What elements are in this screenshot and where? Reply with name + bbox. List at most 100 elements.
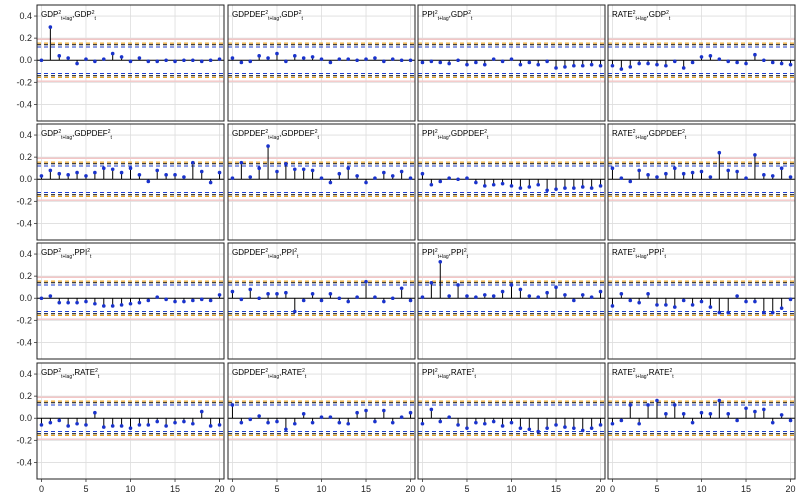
point-lag-11 bbox=[137, 300, 142, 305]
point-lag-14 bbox=[355, 58, 359, 63]
point-lag-7 bbox=[672, 403, 677, 407]
point-lag-5 bbox=[465, 426, 469, 430]
title-subscript-2: t bbox=[98, 374, 100, 380]
title-variable-1: GDPDEF bbox=[232, 368, 265, 377]
title-sup-1: 2 bbox=[633, 368, 636, 374]
point-lag-3 bbox=[257, 414, 261, 418]
y-tick-label: 0.4 bbox=[19, 249, 32, 259]
point-lag-4 bbox=[646, 61, 650, 66]
point-lag-4 bbox=[646, 173, 650, 177]
point-lag-7 bbox=[101, 57, 106, 61]
point-lag-6 bbox=[284, 59, 288, 64]
title-comma: , bbox=[449, 248, 451, 257]
point-lag-16 bbox=[563, 425, 567, 429]
point-lag-17 bbox=[191, 58, 195, 63]
point-lag-18 bbox=[199, 297, 204, 302]
title-variable-2: GDP bbox=[281, 10, 298, 19]
point-lag-19 bbox=[399, 58, 404, 63]
point-lag-1 bbox=[48, 25, 53, 29]
title-variable-1: PPI bbox=[422, 248, 435, 257]
title-sup-2: 2 bbox=[302, 368, 305, 374]
point-lag-15 bbox=[364, 408, 368, 413]
point-lag-7 bbox=[101, 425, 106, 429]
point-lag-17 bbox=[382, 408, 386, 413]
panel-title: RATE2t+lag,GDP2t bbox=[612, 10, 671, 22]
y-tick-label: 0.2 bbox=[19, 391, 32, 401]
point-lag-6 bbox=[664, 63, 668, 68]
point-lag-5 bbox=[84, 423, 88, 427]
point-lag-5 bbox=[275, 292, 279, 296]
panel-frame bbox=[417, 4, 606, 122]
point-lag-17 bbox=[762, 310, 766, 315]
y-tick-label: 0.2 bbox=[19, 271, 32, 281]
point-lag-15 bbox=[554, 187, 558, 191]
point-lag-16 bbox=[753, 409, 757, 414]
point-lag-13 bbox=[726, 412, 731, 416]
point-lag-13 bbox=[726, 310, 731, 315]
panel-title: GDP2t+lag,PPI2t bbox=[41, 248, 92, 260]
y-tick-label: 0.4 bbox=[19, 369, 32, 379]
point-lag-11 bbox=[137, 56, 142, 60]
panel-1: GDP2t+lag,GDP2t-0.4-0.20.00.20.4 bbox=[16, 4, 225, 122]
point-lag-2 bbox=[57, 54, 62, 58]
point-lag-6 bbox=[664, 171, 668, 176]
y-tick-label: 0.0 bbox=[19, 413, 32, 423]
point-lag-0 bbox=[420, 421, 425, 426]
point-lag-6 bbox=[284, 290, 288, 295]
point-lag-2 bbox=[57, 171, 62, 176]
point-lag-3 bbox=[637, 61, 641, 66]
point-lag-2 bbox=[628, 179, 633, 184]
point-lag-12 bbox=[146, 423, 151, 427]
point-lag-0 bbox=[610, 63, 615, 68]
x-tick-label: 10 bbox=[506, 484, 516, 494]
point-lag-18 bbox=[199, 59, 204, 64]
title-subscript-2: t bbox=[487, 135, 489, 141]
point-lag-16 bbox=[753, 299, 757, 304]
point-lag-4 bbox=[266, 420, 270, 425]
point-lag-14 bbox=[355, 295, 359, 299]
point-lag-2 bbox=[628, 403, 633, 407]
point-lag-15 bbox=[744, 176, 748, 180]
point-lag-13 bbox=[536, 429, 541, 434]
point-lag-8 bbox=[301, 412, 306, 416]
title-variable-1: GDPDEF bbox=[232, 10, 265, 19]
point-lag-20 bbox=[408, 176, 413, 180]
point-lag-3 bbox=[447, 61, 451, 66]
x-tick-label: 20 bbox=[786, 484, 796, 494]
point-lag-12 bbox=[717, 310, 722, 315]
point-lag-18 bbox=[199, 169, 204, 174]
point-lag-2 bbox=[248, 175, 253, 179]
point-lag-4 bbox=[456, 58, 460, 63]
title-sup-2: 2 bbox=[484, 129, 487, 135]
point-lag-16 bbox=[373, 419, 377, 424]
panel-title: GDP2t+lag,RATE2t bbox=[41, 368, 100, 380]
title-sup-1: 2 bbox=[265, 248, 268, 254]
point-lag-17 bbox=[572, 63, 576, 68]
point-lag-15 bbox=[554, 66, 558, 70]
point-lag-13 bbox=[346, 299, 351, 304]
title-variable-2: RATE bbox=[74, 368, 95, 377]
point-lag-3 bbox=[637, 300, 641, 305]
point-lag-8 bbox=[681, 171, 686, 176]
x-tick-label: 20 bbox=[596, 484, 606, 494]
title-comma: , bbox=[279, 10, 281, 19]
point-lag-0 bbox=[610, 166, 615, 170]
point-lag-18 bbox=[770, 174, 775, 178]
x-tick-label: 15 bbox=[361, 484, 371, 494]
panel-3: PPI2t+lag,GDP2t bbox=[417, 4, 606, 122]
point-lag-10 bbox=[319, 57, 324, 61]
title-comma: , bbox=[279, 248, 281, 257]
x-tick-label: 15 bbox=[170, 484, 180, 494]
point-lag-9 bbox=[310, 292, 315, 296]
point-lag-15 bbox=[744, 299, 748, 304]
point-lag-14 bbox=[545, 426, 549, 430]
point-lag-1 bbox=[429, 280, 434, 285]
panel-title: PPI2t+lag,GDP2t bbox=[422, 10, 473, 22]
panel-frame bbox=[417, 242, 606, 360]
title-variable-2: GDPDEF bbox=[649, 129, 682, 138]
point-lag-0 bbox=[610, 421, 615, 426]
y-tick-label: 0.0 bbox=[19, 174, 32, 184]
point-lag-2 bbox=[248, 59, 253, 64]
panel-title: GDPDEF2t+lag,RATE2t bbox=[232, 368, 307, 380]
panel-10: GDPDEF2t+lag,PPI2t bbox=[227, 242, 416, 360]
